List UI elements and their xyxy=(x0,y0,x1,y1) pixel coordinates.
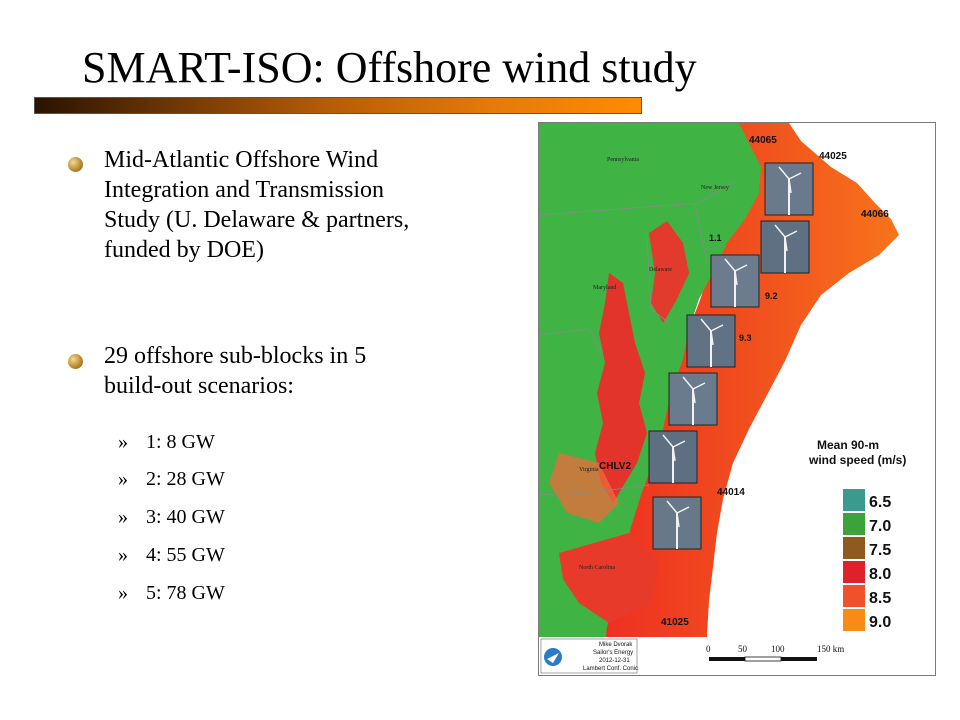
state-label-north-carolina: North Carolina xyxy=(579,565,615,571)
credit-line: 2012-12-31 xyxy=(599,658,630,664)
legend-label: 8.0 xyxy=(869,566,891,583)
scenario-item: » 2: 28 GW xyxy=(118,467,225,491)
bullet-line: funded by DOE) xyxy=(104,237,264,263)
scale-tick-label: 50 xyxy=(738,644,748,654)
scale-tick-label: 0 xyxy=(706,644,711,654)
bullet-line: Integration and Transmission xyxy=(104,177,384,203)
sub-bullet-marker: » xyxy=(118,582,128,604)
buoy-label-44014: 44014 xyxy=(717,487,745,498)
sub-bullet-marker: » xyxy=(118,468,128,490)
buoy-label-chlv2: CHLV2 xyxy=(599,461,631,472)
turbine-photos xyxy=(648,162,814,550)
map-svg: Pennsylvania New Jersey Delaware Marylan… xyxy=(539,123,935,675)
bullet-icon xyxy=(68,354,83,369)
scale-tick-label: 150 km xyxy=(817,644,844,654)
legend-title-line2: wind speed (m/s) xyxy=(808,453,906,467)
bullet-line: 29 offshore sub-blocks in 5 xyxy=(104,343,367,369)
scenario-label: 4: 55 GW xyxy=(146,544,225,566)
legend-swatch-6-5 xyxy=(843,489,865,511)
turbine-photo xyxy=(652,496,702,550)
turbine-photo xyxy=(764,162,814,216)
scenario-item: » 3: 40 GW xyxy=(118,505,225,529)
bullet-icon xyxy=(68,157,83,172)
state-label-maryland: Maryland xyxy=(593,285,616,291)
delaware-bay xyxy=(649,221,689,323)
buoy-label-44025: 44025 xyxy=(819,151,847,162)
legend-background xyxy=(801,431,935,639)
bullet-text-subblocks: 29 offshore sub-blocks in 5 build-out sc… xyxy=(104,341,366,401)
credit-logo-sail-icon xyxy=(547,653,559,663)
sub-bullet-marker: » xyxy=(118,431,128,453)
buoy-label-44065: 44065 xyxy=(749,135,777,146)
scenario-label: 2: 28 GW xyxy=(146,468,225,490)
chesapeake-bay xyxy=(595,273,647,503)
legend-label: 8.5 xyxy=(869,590,891,607)
turbine-photo xyxy=(760,220,810,274)
credit-line: Sailor's Energy xyxy=(593,650,633,656)
scenario-label: 3: 40 GW xyxy=(146,506,225,528)
block-value-label: 9.3 xyxy=(739,333,752,343)
bay-tributary xyxy=(549,453,619,523)
state-label-delaware: Delaware xyxy=(649,267,672,273)
legend-swatch-8-0 xyxy=(843,561,865,583)
scale-tick-label: 100 xyxy=(771,644,785,654)
sound-area xyxy=(559,533,659,623)
credit-line: Mike Dvorak xyxy=(599,642,633,648)
legend-swatch-9-0 xyxy=(843,609,865,631)
scenario-item: » 1: 8 GW xyxy=(118,430,215,454)
slide-title: SMART-ISO: Offshore wind study xyxy=(82,43,697,92)
state-label-virginia: Virginia xyxy=(579,467,599,473)
scenario-item: » 5: 78 GW xyxy=(118,581,225,605)
map-credit: Mike Dvorak Sailor's Energy 2012-12-31 L… xyxy=(540,638,638,674)
scenario-label: 1: 8 GW xyxy=(146,431,215,453)
legend-swatch-7-0 xyxy=(843,513,865,535)
legend-label: 7.5 xyxy=(869,542,891,559)
bullet-text-study: Mid-Atlantic Offshore Wind Integration a… xyxy=(104,145,409,265)
bullet-line: Study (U. Delaware & partners, xyxy=(104,207,410,233)
title-underline-bar xyxy=(34,97,642,114)
turbine-photo xyxy=(648,430,698,484)
bullet-line: Mid-Atlantic Offshore Wind xyxy=(104,147,379,173)
block-value-label: 1.1 xyxy=(709,233,722,243)
wind-speed-map: Pennsylvania New Jersey Delaware Marylan… xyxy=(538,122,936,676)
turbine-photo xyxy=(710,254,760,308)
scenario-label: 5: 78 GW xyxy=(146,582,225,604)
turbine-photo xyxy=(668,372,718,426)
legend-title-line1: Mean 90-m xyxy=(817,438,879,452)
state-label-pennsylvania: Pennsylvania xyxy=(607,157,639,163)
state-label-new-jersey: New Jersey xyxy=(701,185,729,191)
sub-bullet-marker: » xyxy=(118,544,128,566)
buoy-label-44066: 44066 xyxy=(861,209,889,220)
credit-line: Lambert Conf. Conic xyxy=(583,666,638,672)
sub-bullet-marker: » xyxy=(118,506,128,528)
legend-label: 7.0 xyxy=(869,518,891,535)
scale-bar: 0 50 100 150 km xyxy=(706,644,844,662)
turbine-photo xyxy=(686,314,736,368)
legend-swatch-8-5 xyxy=(843,585,865,607)
scenario-item: » 4: 55 GW xyxy=(118,543,225,567)
legend-label: 9.0 xyxy=(869,614,891,631)
buoy-label-41025: 41025 xyxy=(661,617,689,628)
state-borders xyxy=(539,180,736,496)
legend-swatch-7-5 xyxy=(843,537,865,559)
bullet-line: build-out scenarios: xyxy=(104,373,294,399)
block-value-label: 9.2 xyxy=(765,291,778,301)
legend-label: 6.5 xyxy=(869,494,891,511)
land-area xyxy=(539,123,761,675)
map-legend: Mean 90-m wind speed (m/s) 6.5 7.0 7.5 8… xyxy=(801,431,935,639)
